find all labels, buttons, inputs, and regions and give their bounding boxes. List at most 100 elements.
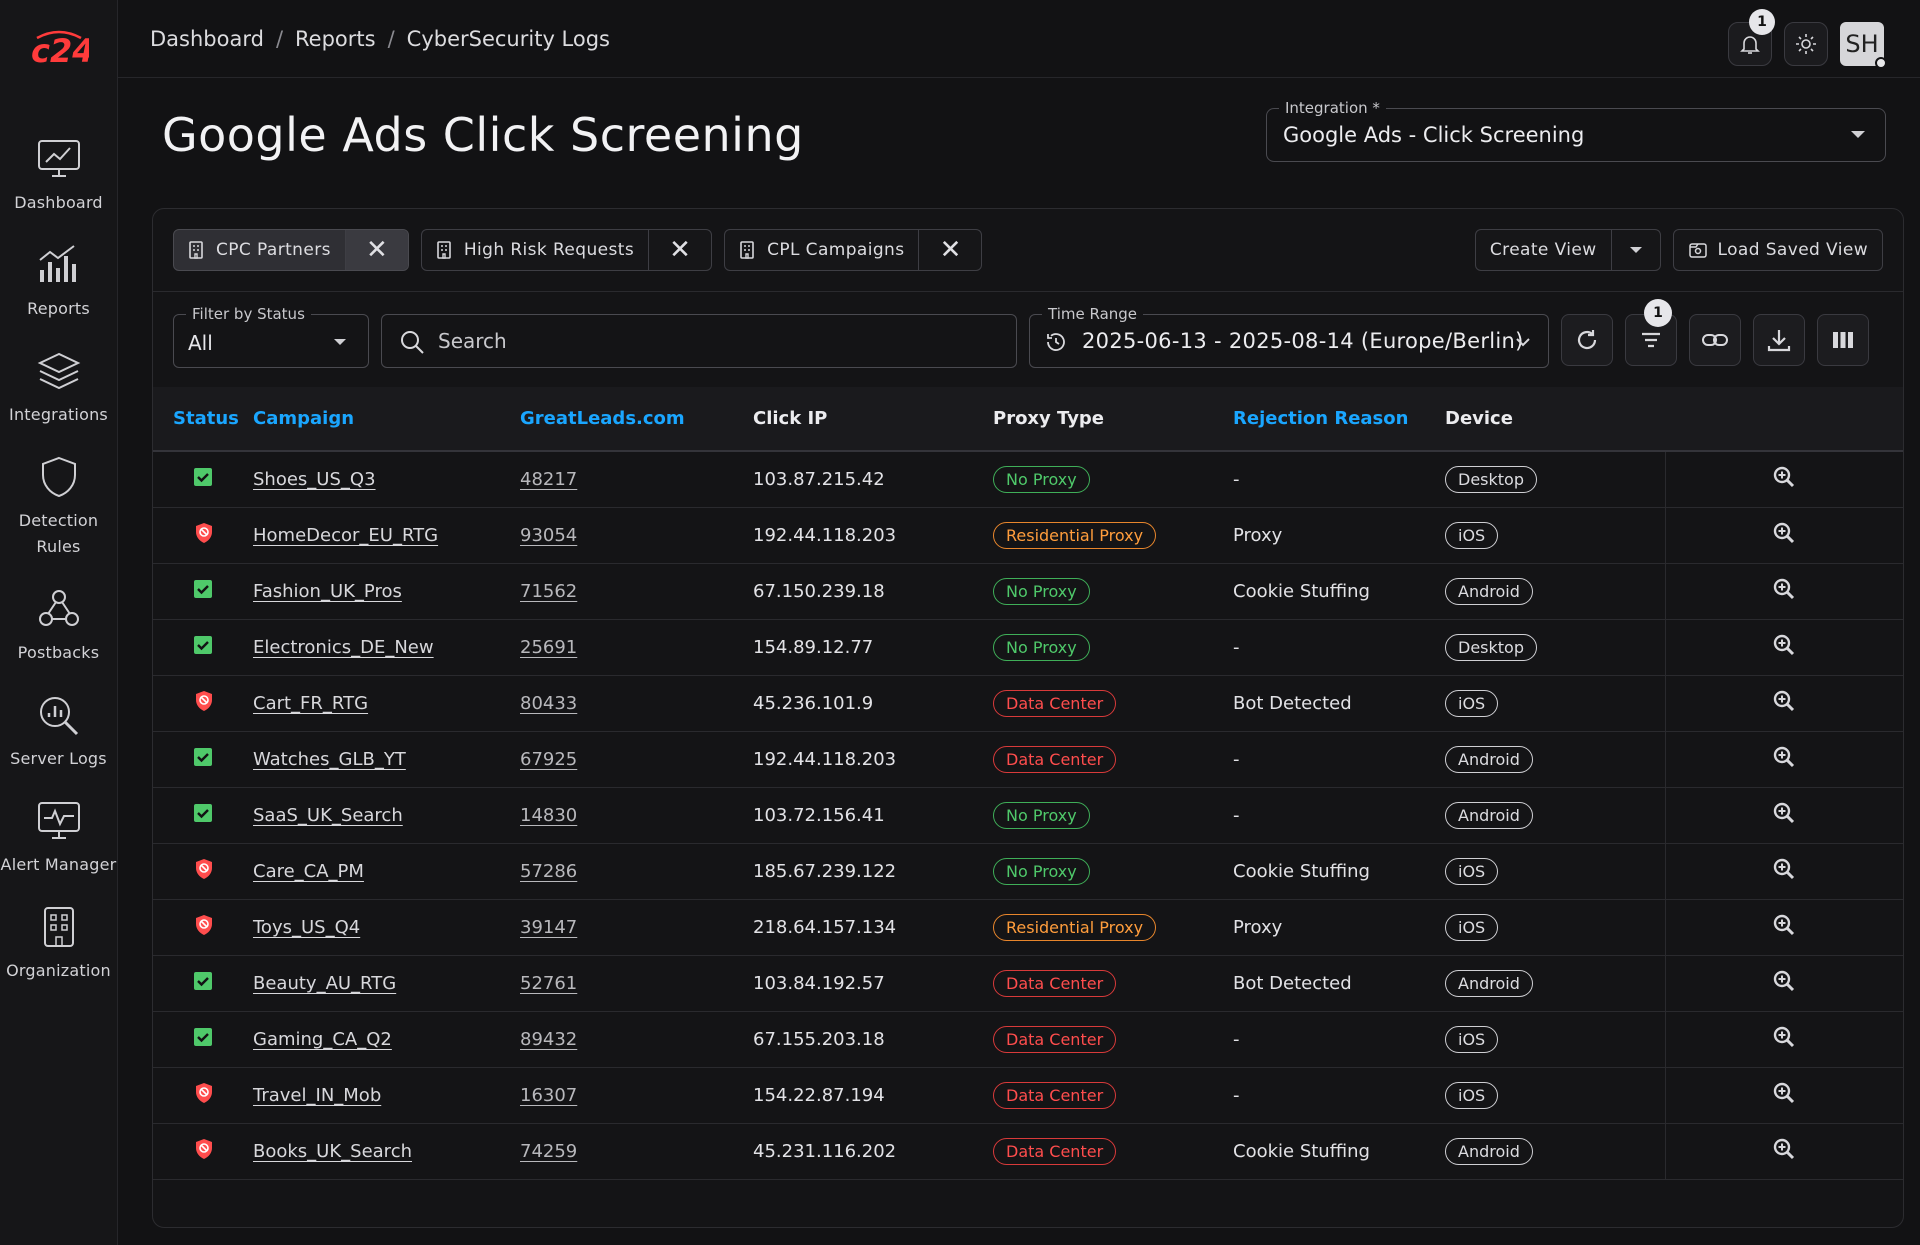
table-row: Toys_US_Q4 39147 218.64.157.134 Residential… <box>153 899 1903 955</box>
column-header-rejection-reason[interactable]: Rejection Reason <box>1233 387 1445 452</box>
zoom-in-icon <box>1774 802 1795 823</box>
view-chip-label-cpc-partners[interactable]: CPC Partners <box>174 230 346 270</box>
breadcrumb-current: CyberSecurity Logs <box>406 26 610 51</box>
theme-toggle-button[interactable] <box>1784 22 1828 66</box>
filter-count-badge: 1 <box>1644 299 1672 327</box>
share-link-button[interactable] <box>1689 314 1741 366</box>
search-field[interactable] <box>381 314 1017 368</box>
notifications-button[interactable]: 1 <box>1728 9 1775 66</box>
rejection-reason-cell: Cookie Stuffing <box>1233 580 1370 602</box>
app-logo[interactable]: c24 <box>29 0 89 100</box>
filter-button[interactable]: 1 <box>1625 299 1677 366</box>
lead-id-link[interactable]: 14830 <box>520 804 578 826</box>
columns-button[interactable] <box>1817 314 1869 366</box>
campaign-link[interactable]: Toys_US_Q4 <box>253 916 361 938</box>
campaign-link[interactable]: SaaS_UK_Search <box>253 804 403 826</box>
sidebar-item-detection-rules[interactable]: Detection Rules <box>0 454 118 560</box>
view-details-button[interactable] <box>1664 1011 1903 1067</box>
create-view-dropdown[interactable] <box>1610 230 1660 270</box>
lead-id-link[interactable]: 39147 <box>520 916 578 938</box>
close-icon[interactable]: ✕ <box>939 235 962 265</box>
close-icon[interactable]: ✕ <box>345 230 408 270</box>
campaign-link[interactable]: Gaming_CA_Q2 <box>253 1028 392 1050</box>
proxy-type-cell: Data Center <box>993 1123 1233 1179</box>
campaign-link[interactable]: Books_UK_Search <box>253 1140 412 1162</box>
status-cell <box>153 787 253 843</box>
view-details-button[interactable] <box>1664 843 1903 899</box>
view-details-button[interactable] <box>1664 451 1903 507</box>
sidebar-item-dashboard[interactable]: Dashboard <box>0 136 118 216</box>
sidebar-item-postbacks[interactable]: Postbacks <box>0 586 118 666</box>
lead-id-link[interactable]: 25691 <box>520 636 578 658</box>
view-chip-high-risk-requests[interactable]: High Risk Requests ✕ <box>420 229 713 271</box>
breadcrumb-dashboard[interactable]: Dashboard <box>150 26 264 51</box>
campaign-link[interactable]: Shoes_US_Q3 <box>253 468 376 490</box>
status-filter-select[interactable]: Filter by Status All <box>173 305 369 368</box>
proxy-type-cell: No Proxy <box>993 451 1233 507</box>
campaign-link[interactable]: Cart_FR_RTG <box>253 692 369 714</box>
lead-id-link[interactable]: 80433 <box>520 692 578 714</box>
refresh-button[interactable] <box>1561 314 1613 366</box>
view-details-button[interactable] <box>1664 787 1903 843</box>
lead-id-link[interactable]: 52761 <box>520 972 578 994</box>
campaign-link[interactable]: Beauty_AU_RTG <box>253 972 397 994</box>
view-chip-cpl-campaigns[interactable]: CPL Campaigns ✕ <box>724 229 983 271</box>
view-chip-cpc-partners[interactable]: CPC Partners ✕ <box>173 229 409 271</box>
view-details-button[interactable] <box>1664 507 1903 563</box>
lead-id-link[interactable]: 57286 <box>520 860 578 882</box>
view-details-button[interactable] <box>1664 899 1903 955</box>
create-view-button[interactable]: Create View <box>1474 229 1661 271</box>
lead-id-link[interactable]: 74259 <box>520 1140 578 1162</box>
view-details-button[interactable] <box>1664 1123 1903 1179</box>
view-chip-label-high-risk-requests[interactable]: High Risk Requests <box>422 230 650 270</box>
create-view-label[interactable]: Create View <box>1489 240 1597 260</box>
close-icon[interactable]: ✕ <box>669 235 691 265</box>
column-header-campaign[interactable]: Campaign <box>253 387 520 452</box>
campaign-link[interactable]: Travel_IN_Mob <box>253 1084 382 1106</box>
status-cell <box>153 731 253 787</box>
view-details-button[interactable] <box>1664 563 1903 619</box>
column-header-greatleads-com[interactable]: GreatLeads.com <box>520 387 753 452</box>
table-row: Travel_IN_Mob 16307 154.22.87.194 Data Cent… <box>153 1067 1903 1123</box>
view-chip-label-cpl-campaigns[interactable]: CPL Campaigns <box>725 230 920 270</box>
search-input[interactable] <box>438 315 998 367</box>
column-header-status[interactable]: Status <box>153 387 253 452</box>
view-details-button[interactable] <box>1664 619 1903 675</box>
campaign-link[interactable]: Watches_GLB_YT <box>253 748 406 770</box>
view-details-button[interactable] <box>1664 675 1903 731</box>
view-details-button[interactable] <box>1664 955 1903 1011</box>
avatar[interactable]: SH <box>1840 22 1887 69</box>
campaign-link[interactable]: HomeDecor_EU_RTG <box>253 524 439 546</box>
download-button[interactable] <box>1753 314 1805 366</box>
lead-id-link[interactable]: 67925 <box>520 748 578 770</box>
status-cell <box>153 955 253 1011</box>
breadcrumb-reports[interactable]: Reports <box>295 26 376 51</box>
click-ip-cell: 192.44.118.203 <box>753 748 897 770</box>
lead-id-link[interactable]: 71562 <box>520 580 578 602</box>
proxy-type-badge: No Proxy <box>993 801 1090 829</box>
campaign-link[interactable]: Care_CA_PM <box>253 860 364 882</box>
sidebar-item-integrations[interactable]: Integrations <box>0 348 118 428</box>
campaign-link[interactable]: Fashion_UK_Pros <box>253 580 402 602</box>
time-range-select[interactable]: Time Range 2025-06-13 - 2025-08-14 (Euro… <box>1029 305 1549 368</box>
integration-select[interactable]: Integration * Google Ads - Click Screeni… <box>1266 99 1886 162</box>
proxy-type-cell: No Proxy <box>993 843 1233 899</box>
lead-id-link[interactable]: 93054 <box>520 524 578 546</box>
sidebar-item-reports[interactable]: Reports <box>0 242 118 322</box>
table-row: Electronics_DE_New 25691 154.89.12.77 No Pr… <box>153 619 1903 675</box>
sidebar-item-organization[interactable]: Organization <box>0 904 118 984</box>
lead-id-link[interactable]: 16307 <box>520 1084 578 1106</box>
time-range-label: Time Range <box>1042 305 1144 323</box>
lead-id-link[interactable]: 89432 <box>520 1028 578 1050</box>
sidebar-item-alert-manager[interactable]: Alert Manager <box>0 798 118 878</box>
sidebar-item-server-logs[interactable]: Server Logs <box>0 692 118 772</box>
lead-id-link[interactable]: 48217 <box>520 468 578 490</box>
campaign-link[interactable]: Electronics_DE_New <box>253 636 434 658</box>
check-square-icon <box>194 467 212 486</box>
view-details-button[interactable] <box>1664 731 1903 787</box>
view-details-button[interactable] <box>1664 1067 1903 1123</box>
load-saved-view-button[interactable]: Load Saved View <box>1672 229 1883 271</box>
click-ip-cell: 45.231.116.202 <box>753 1140 897 1162</box>
proxy-type-cell: No Proxy <box>993 563 1233 619</box>
logs-table: Status Campaign GreatLeads.com Click IP Prox… <box>153 387 1903 1180</box>
